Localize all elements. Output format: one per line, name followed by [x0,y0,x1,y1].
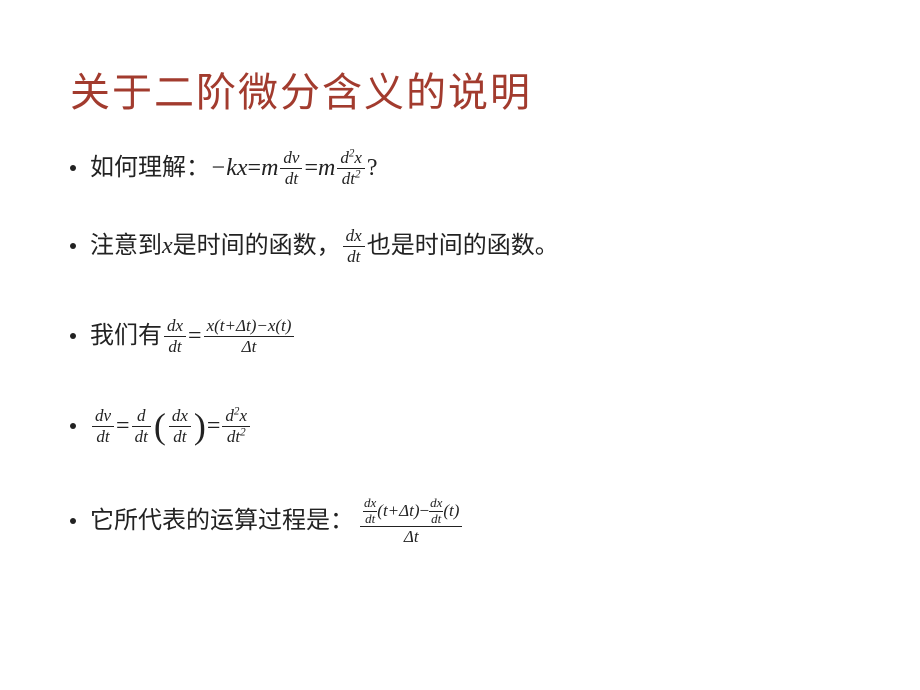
num-d2x: d2x [222,406,250,426]
frac-dx-dt-inner: dx dt [169,406,191,446]
bullet-3: 我们有 dx dt = x(t+Δt)−x(t) Δt [70,316,850,356]
bullet-dot-icon [70,518,76,524]
equals: = [188,317,202,355]
den-dt: dt [132,427,151,447]
bullet-2-content: 注意到 x 是时间的函数， dx dt 也是时间的函数。 [90,226,559,266]
equals-2: = [207,407,221,445]
den-dt2: dt2 [224,427,249,447]
frac-d2x-dt2: d2x dt2 [337,148,365,188]
bullet-1-content: 如何理解： − k x = m dv dt = m d2x dt2 ? [90,148,378,188]
bullet-5-lead: 它所代表的运算过程是： [90,502,354,540]
bullet-4-math: dv dt = d dt ( dx dt ) = d2x dt2 [90,406,252,446]
bullet-5-content: 它所代表的运算过程是： dx dt (t+Δt) − dx dt [90,496,464,546]
bullet-2-mid1: 是时间的函数， [173,227,341,265]
n-dx: dx [429,496,443,510]
frac-dx-dt: dx dt [164,316,186,356]
d-dt: dt [364,512,376,526]
den-delta-t: Δt [401,527,422,547]
var-m: m [261,149,278,187]
frac-dx-dt-inline: dx dt [343,226,365,266]
frac-dv-dt-2: dv dt [92,406,114,446]
bullet-1-lead: 如何理解： [90,149,210,187]
diffquot-den: Δt [239,337,260,357]
frac-d-dt: d dt [132,406,151,446]
slide-title: 关于二阶微分含义的说明 [70,60,850,118]
num-dv: dv [92,406,114,426]
bullet-dot-icon [70,423,76,429]
question-mark: ? [367,149,378,187]
lparen-icon: ( [154,412,166,441]
rparen-icon: ) [194,412,206,441]
bullet-3-math: dx dt = x(t+Δt)−x(t) Δt [162,316,296,356]
diffquot-num: x(t+Δt)−x(t) [204,316,295,336]
bullet-2-lead: 注意到 [90,227,162,265]
frac-outer: dx dt (t+Δt) − dx dt (t) Δt [360,496,462,546]
var-m-2: m [318,149,335,187]
bullet-dot-icon [70,243,76,249]
equals: = [116,407,130,445]
num-d: d [134,406,149,426]
frac-outer-num: dx dt (t+Δt) − dx dt (t) [360,496,462,526]
minus-sign: − [210,149,226,187]
den-dt2: dt2 [339,169,364,189]
den-dt: dt [93,427,112,447]
num-dx: dx [169,406,191,426]
d-dt: dt [430,512,442,526]
bullet-3-content: 我们有 dx dt = x(t+Δt)−x(t) Δt [90,316,296,356]
bullet-1-math: − k x = m dv dt = m d2x dt2 ? [210,148,378,188]
var-k: k [226,149,237,187]
frac-dv-dt: dv dt [280,148,302,188]
bullet-dot-icon [70,165,76,171]
frac-d2x-dt2-2: d2x dt2 [222,406,250,446]
sfrac-dx-dt-1: dx dt [363,496,377,526]
arg-t: (t) [443,501,459,521]
num-dx: dx [164,316,186,336]
var-x: x [237,149,248,187]
frac-diffquot: x(t+Δt)−x(t) Δt [204,316,295,356]
equals-2: = [304,149,318,187]
num-dv: dv [280,148,302,168]
arg-t-dt: (t+Δt) [377,501,419,521]
bullet-dot-icon [70,333,76,339]
bullet-2-mid2: 也是时间的函数。 [367,227,559,265]
den-dt: dt [165,337,184,357]
den-dt: dt [170,427,189,447]
num-dx: dx [343,226,365,246]
n-dx: dx [363,496,377,510]
bullet-2: 注意到 x 是时间的函数， dx dt 也是时间的函数。 [70,226,850,266]
bullet-5: 它所代表的运算过程是： dx dt (t+Δt) − dx dt [70,496,850,546]
bullet-4-content: dv dt = d dt ( dx dt ) = d2x dt2 [90,406,252,446]
minus: − [420,501,430,521]
den-dt: dt [344,247,363,267]
equals-1: = [248,149,262,187]
sfrac-dx-dt-2: dx dt [429,496,443,526]
bullet-5-math: dx dt (t+Δt) − dx dt (t) Δt [358,496,464,546]
bullet-1: 如何理解： − k x = m dv dt = m d2x dt2 ? [70,148,850,188]
bullet-3-lead: 我们有 [90,317,162,355]
bullet-4: dv dt = d dt ( dx dt ) = d2x dt2 [70,406,850,446]
den-dt: dt [282,169,301,189]
num-d2x: d2x [337,148,365,168]
var-x-inline: x [162,227,173,265]
